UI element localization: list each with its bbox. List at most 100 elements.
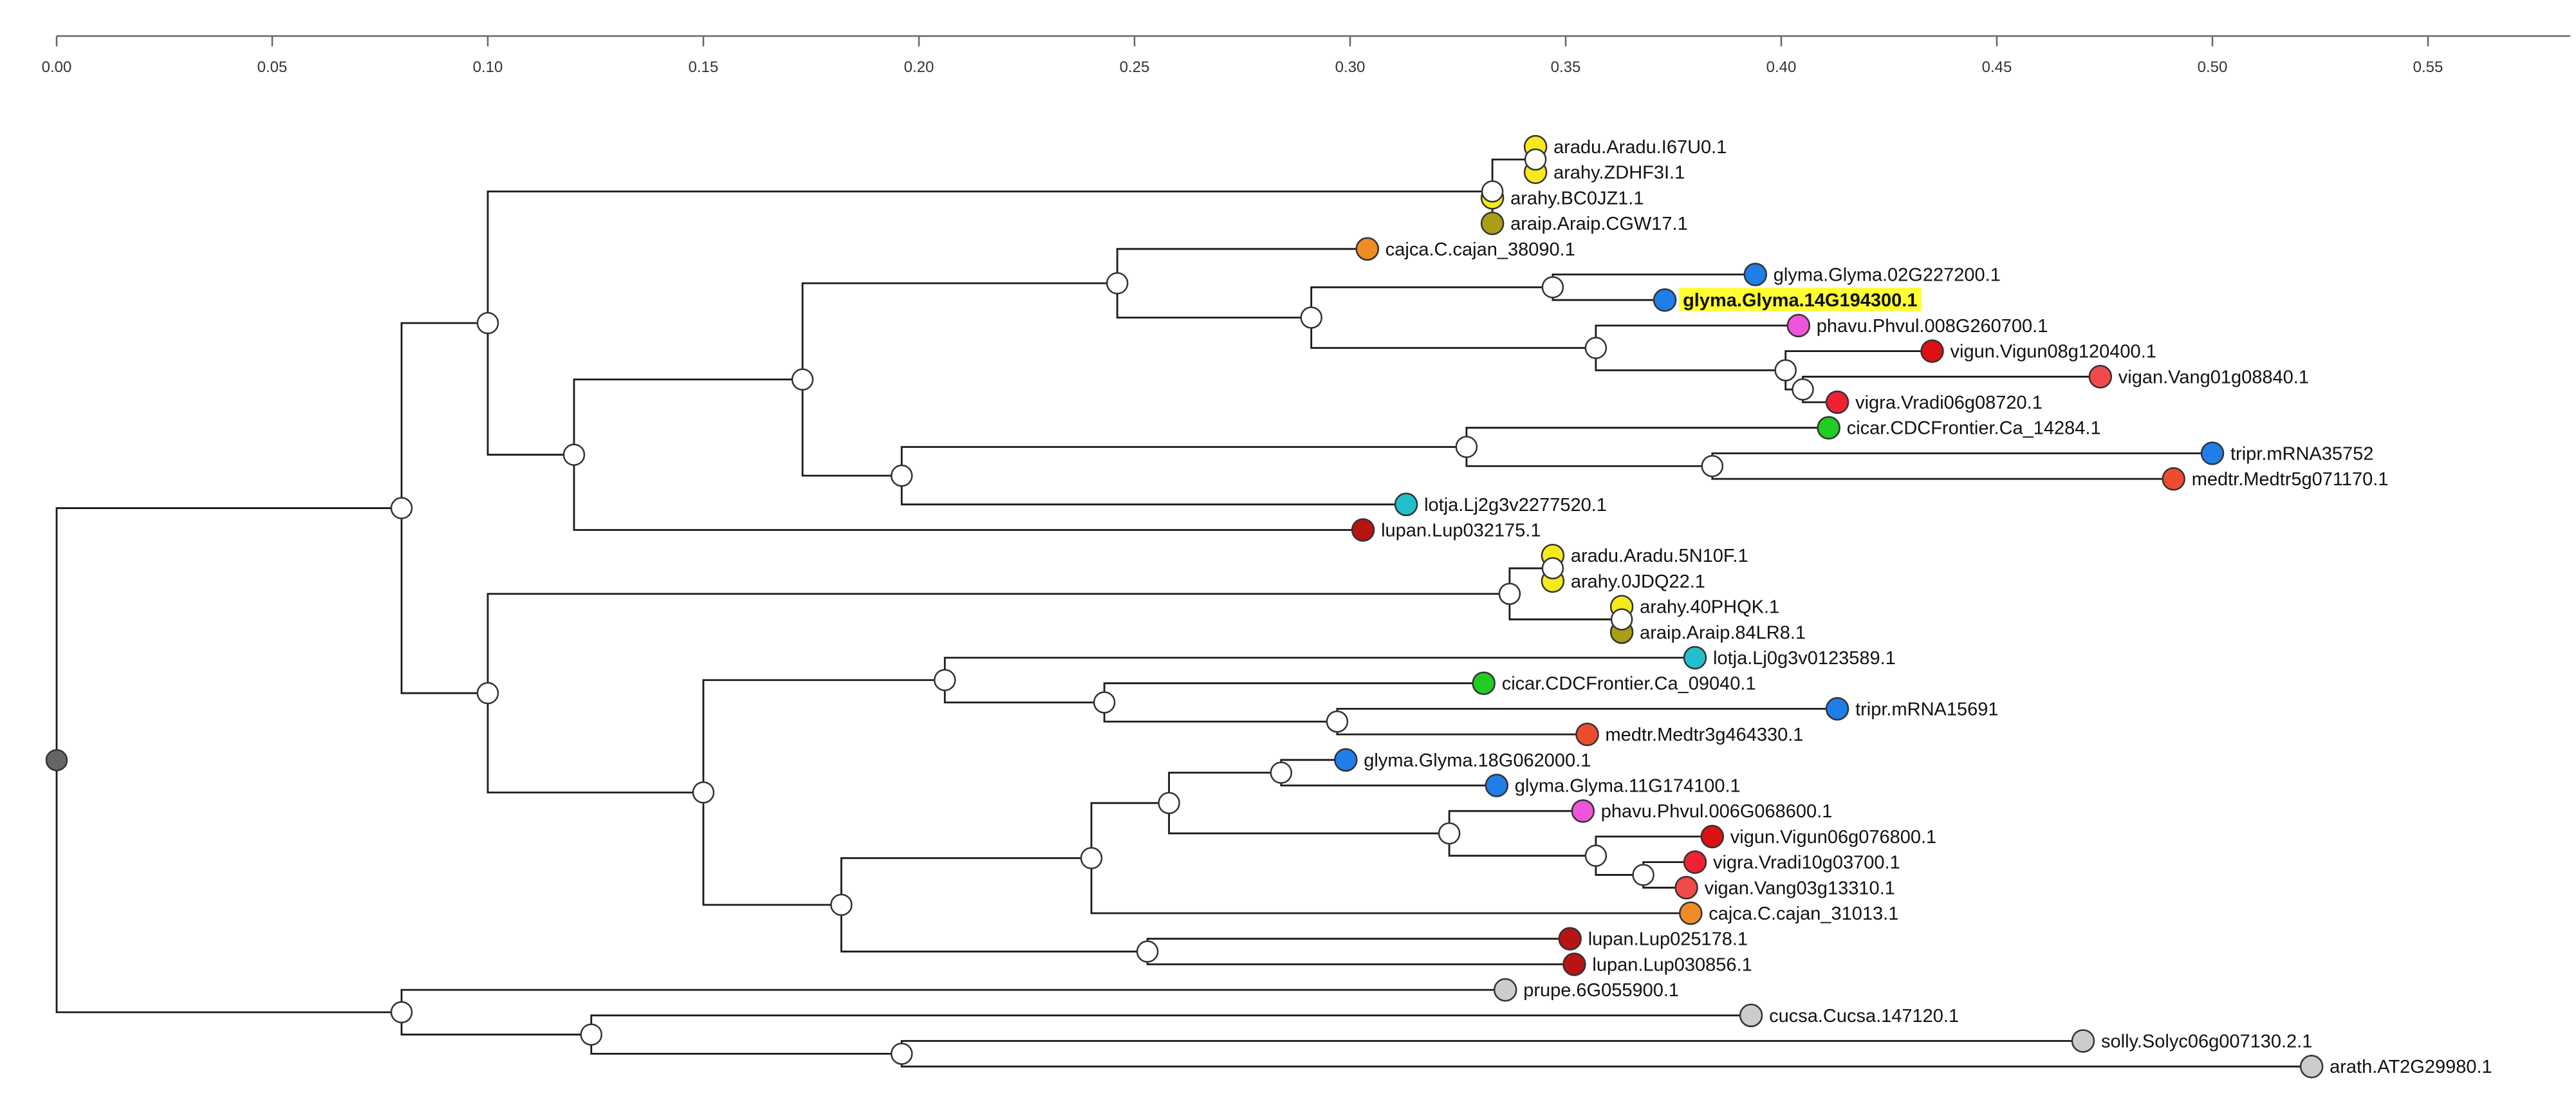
leaf-label-vigan-vang01g08840-1[interactable]: vigan.Vang01g08840.1	[2118, 367, 2309, 387]
leaf-node-glyma-glyma-02g227200-1[interactable]	[1743, 263, 1768, 286]
leaf-label-vigun-vigun06g076800-1[interactable]: vigun.Vigun06g076800.1	[1730, 827, 1936, 848]
leaf-label-medtr-medtr3g464330-1[interactable]: medtr.Medtr3g464330.1	[1606, 725, 1804, 745]
internal-node[interactable]	[692, 781, 715, 804]
internal-node[interactable]	[1270, 761, 1293, 784]
internal-node[interactable]	[890, 464, 913, 487]
leaf-node-vigra-vradi10g03700-1[interactable]	[1683, 850, 1707, 874]
leaf-label-aradu-aradu-i67u0-1[interactable]: aradu.Aradu.I67U0.1	[1553, 137, 1727, 158]
leaf-label-arahy-0jdq22-1[interactable]: arahy.0JDQ22.1	[1571, 571, 1705, 592]
internal-node[interactable]	[830, 893, 853, 916]
leaf-label-arahy-zdhf3i-1[interactable]: arahy.ZDHF3I.1	[1553, 163, 1685, 183]
leaf-node-vigan-vang01g08840-1[interactable]	[2088, 365, 2113, 389]
leaf-label-lupan-lup032175-1[interactable]: lupan.Lup032175.1	[1381, 521, 1541, 541]
leaf-label-araip-araip-cgw17-1[interactable]: araip.Araip.CGW17.1	[1510, 214, 1688, 234]
leaf-label-araip-araip-84lr8-1[interactable]: araip.Araip.84LR8.1	[1640, 622, 1806, 643]
internal-node[interactable]	[933, 669, 956, 691]
internal-node[interactable]	[1158, 792, 1180, 815]
leaf-label-vigun-vigun08g120400-1[interactable]: vigun.Vigun08g120400.1	[1951, 342, 2156, 362]
leaf-node-phavu-phvul-008g260700-1[interactable]	[1786, 313, 1811, 338]
internal-node[interactable]	[1541, 276, 1564, 299]
leaf-node-cajca-c-cajan-31013-1[interactable]	[1679, 901, 1703, 925]
leaf-label-lupan-lup025178-1[interactable]: lupan.Lup025178.1	[1588, 929, 1748, 950]
internal-node[interactable]	[1481, 180, 1504, 203]
internal-node[interactable]	[476, 682, 499, 705]
leaf-label-lupan-lup030856-1[interactable]: lupan.Lup030856.1	[1592, 954, 1752, 975]
leaf-node-glyma-glyma-11g174100-1[interactable]	[1485, 774, 1509, 797]
leaf-label-cucsa-cucsa-147120-1[interactable]: cucsa.Cucsa.147120.1	[1769, 1006, 1959, 1026]
leaf-node-medtr-medtr5g071170-1[interactable]	[2162, 467, 2185, 491]
internal-node[interactable]	[1584, 844, 1608, 867]
leaf-node-medtr-medtr3g464330-1[interactable]	[1575, 722, 1599, 747]
leaf-label-glyma-glyma-14g194300-1[interactable]: glyma.Glyma.14G194300.1	[1683, 290, 1917, 311]
leaf-label-vigra-vradi06g08720-1[interactable]: vigra.Vradi06g08720.1	[1855, 393, 2043, 413]
leaf-label-phavu-phvul-008g260700-1[interactable]: phavu.Phvul.008G260700.1	[1817, 316, 2048, 337]
leaf-label-prupe-6g055900-1[interactable]: prupe.6G055900.1	[1523, 980, 1679, 1001]
leaf-label-cajca-c-cajan-31013-1[interactable]: cajca.C.cajan_31013.1	[1709, 904, 1898, 924]
leaf-label-arahy-bc0jz1-1[interactable]: arahy.BC0JZ1.1	[1510, 188, 1644, 209]
leaf-label-solly-solyc06g007130-2-1[interactable]: solly.Solyc06g007130.2.1	[2101, 1032, 2312, 1052]
leaf-label-vigan-vang03g13310-1[interactable]: vigan.Vang03g13310.1	[1705, 878, 1895, 898]
leaf-node-vigra-vradi06g08720-1[interactable]	[1825, 390, 1849, 414]
internal-node[interactable]	[1774, 359, 1797, 382]
leaf-label-medtr-medtr5g071170-1[interactable]: medtr.Medtr5g071170.1	[2192, 469, 2389, 490]
leaf-node-lotja-lj0g3v0123589-1[interactable]	[1683, 645, 1707, 670]
leaf-node-lupan-lup030856-1[interactable]	[1562, 952, 1586, 976]
leaf-label-lotja-lj2g3v2277520-1[interactable]: lotja.Lj2g3v2277520.1	[1424, 495, 1607, 515]
leaf-label-glyma-glyma-11g174100-1[interactable]: glyma.Glyma.11G174100.1	[1515, 776, 1741, 797]
leaf-node-vigun-vigun06g076800-1[interactable]	[1700, 824, 1725, 849]
leaf-label-vigra-vradi10g03700-1[interactable]: vigra.Vradi10g03700.1	[1713, 853, 1900, 873]
leaf-label-arahy-40phqk-1[interactable]: arahy.40PHQK.1	[1640, 597, 1779, 618]
internal-node[interactable]	[1632, 864, 1654, 886]
leaf-node-lupan-lup032175-1[interactable]	[1351, 518, 1375, 542]
leaf-node-cicar-cdcfrontier-ca-14284-1[interactable]	[1817, 416, 1840, 440]
internal-node[interactable]	[1584, 337, 1608, 359]
internal-node[interactable]	[1093, 691, 1116, 714]
root-node[interactable]	[45, 748, 68, 772]
internal-node[interactable]	[580, 1023, 603, 1046]
leaf-node-phavu-phvul-006g068600-1[interactable]	[1571, 799, 1595, 823]
leaf-label-aradu-aradu-5n10f-1[interactable]: aradu.Aradu.5N10F.1	[1571, 546, 1748, 566]
leaf-label-phavu-phvul-006g068600-1[interactable]: phavu.Phvul.006G068600.1	[1601, 801, 1833, 822]
leaf-label-tripr-mrna35752[interactable]: tripr.mRNA35752	[2230, 443, 2373, 464]
internal-node[interactable]	[390, 497, 413, 519]
internal-node[interactable]	[1455, 436, 1478, 458]
leaf-label-glyma-glyma-18g062000-1[interactable]: glyma.Glyma.18G062000.1	[1364, 750, 1591, 771]
leaf-node-araip-araip-cgw17-1[interactable]	[1480, 211, 1505, 236]
leaf-node-vigun-vigun08g120400-1[interactable]	[1920, 339, 1944, 363]
internal-node[interactable]	[390, 1001, 413, 1024]
internal-node[interactable]	[476, 311, 499, 335]
leaf-node-cucsa-cucsa-147120-1[interactable]	[1739, 1003, 1763, 1028]
leaf-node-lupan-lup025178-1[interactable]	[1558, 927, 1582, 951]
internal-node[interactable]	[1524, 148, 1547, 171]
internal-node[interactable]	[1541, 557, 1564, 580]
leaf-node-glyma-glyma-14g194300-1[interactable]	[1653, 288, 1677, 312]
leaf-node-tripr-mrna35752[interactable]	[2200, 441, 2225, 465]
leaf-node-arath-at2g29980-1[interactable]	[2299, 1054, 2324, 1079]
leaf-node-cicar-cdcfrontier-ca-09040-1[interactable]	[1472, 671, 1496, 695]
internal-node[interactable]	[1080, 847, 1103, 869]
leaf-node-vigan-vang03g13310-1[interactable]	[1674, 876, 1698, 900]
leaf-node-prupe-6g055900-1[interactable]	[1493, 978, 1517, 1002]
internal-node[interactable]	[890, 1043, 913, 1065]
internal-node[interactable]	[562, 443, 586, 466]
internal-node[interactable]	[1792, 378, 1814, 401]
internal-node[interactable]	[1701, 455, 1724, 478]
leaf-label-arath-at2g29980-1[interactable]: arath.AT2G29980.1	[2330, 1057, 2492, 1077]
leaf-label-cicar-cdcfrontier-ca-14284-1[interactable]: cicar.CDCFrontier.Ca_14284.1	[1847, 418, 2101, 439]
leaf-node-lotja-lj2g3v2277520-1[interactable]	[1394, 492, 1418, 517]
leaf-label-lotja-lj0g3v0123589-1[interactable]: lotja.Lj0g3v0123589.1	[1713, 648, 1896, 669]
internal-node[interactable]	[1136, 940, 1159, 963]
internal-node[interactable]	[1610, 608, 1633, 631]
leaf-node-tripr-mrna15691[interactable]	[1825, 697, 1849, 721]
internal-node[interactable]	[1438, 822, 1461, 845]
leaf-label-cajca-c-cajan-38090-1[interactable]: cajca.C.cajan_38090.1	[1385, 239, 1575, 260]
internal-node[interactable]	[1300, 306, 1322, 329]
leaf-node-glyma-glyma-18g062000-1[interactable]	[1334, 748, 1358, 772]
internal-node[interactable]	[1106, 272, 1129, 295]
leaf-label-tripr-mrna15691[interactable]: tripr.mRNA15691	[1855, 699, 1998, 720]
internal-node[interactable]	[1498, 582, 1521, 605]
leaf-node-solly-solyc06g007130-2-1[interactable]	[2071, 1029, 2095, 1053]
leaf-label-glyma-glyma-02g227200-1[interactable]: glyma.Glyma.02G227200.1	[1774, 265, 2001, 286]
internal-node[interactable]	[1326, 710, 1349, 733]
internal-node[interactable]	[791, 368, 814, 391]
